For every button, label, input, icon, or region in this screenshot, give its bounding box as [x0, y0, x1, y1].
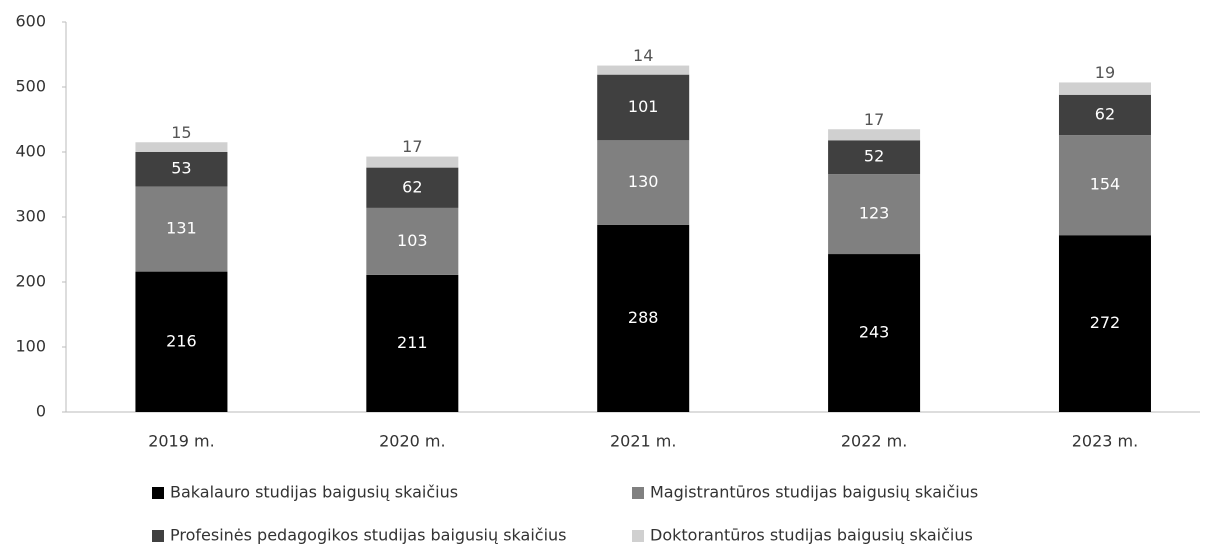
bar-segment: [828, 254, 921, 412]
data-label: 101: [628, 97, 659, 116]
y-tick-label: 400: [15, 142, 46, 161]
data-label: 19: [1095, 63, 1115, 82]
data-label: 288: [628, 308, 659, 327]
x-tick-label: 2019 m.: [148, 432, 214, 451]
bar-segment: [366, 156, 459, 168]
y-tick-label: 200: [15, 272, 46, 291]
data-label: 62: [1095, 104, 1115, 123]
bar-segment: [597, 140, 690, 225]
bar-segment: [135, 186, 228, 272]
legend-swatch: [152, 530, 164, 542]
bar-segment: [597, 65, 690, 75]
bar-segment: [135, 152, 228, 187]
data-label: 17: [402, 137, 422, 156]
data-label: 154: [1090, 175, 1121, 194]
legend-swatch: [632, 530, 644, 542]
data-label: 130: [628, 172, 659, 191]
bar-segment: [597, 224, 690, 412]
data-label: 15: [171, 123, 191, 142]
data-label: 123: [859, 204, 890, 223]
bar-segment: [597, 74, 690, 141]
data-label: 14: [633, 46, 653, 65]
bar-segment: [366, 167, 459, 208]
x-tick-label: 2020 m.: [379, 432, 445, 451]
bar-segment: [366, 274, 459, 412]
legend-label: Profesinės pedagogikos studijas baigusių…: [170, 526, 566, 545]
data-label: 53: [171, 159, 191, 178]
y-tick-label: 0: [36, 402, 46, 421]
bar-segment: [828, 129, 921, 141]
bar-segment: [828, 174, 921, 255]
bar-segment: [1058, 82, 1151, 95]
legend-label: Doktorantūros studijas baigusių skaičius: [650, 526, 973, 545]
data-label: 272: [1090, 313, 1121, 332]
data-label: 131: [166, 219, 197, 238]
legend-swatch: [152, 487, 164, 499]
x-tick-label: 2022 m.: [841, 432, 907, 451]
bar-segment: [1058, 135, 1151, 236]
data-label: 216: [166, 331, 197, 350]
bar-segment: [1058, 94, 1151, 136]
legend-label: Bakalauro studijas baigusių skaičius: [170, 483, 458, 502]
legend-swatch: [632, 487, 644, 499]
y-tick-label: 600: [15, 12, 46, 31]
data-label: 62: [402, 177, 422, 196]
legend-label: Magistrantūros studijas baigusių skaičiu…: [650, 483, 978, 502]
data-label: 17: [864, 110, 884, 129]
data-label: 52: [864, 147, 884, 166]
bar-segment: [1058, 235, 1151, 412]
x-tick-label: 2021 m.: [610, 432, 676, 451]
data-label: 103: [397, 231, 428, 250]
bar-segment: [135, 142, 228, 152]
bar-segment: [135, 271, 228, 412]
bar-segment: [828, 140, 921, 175]
bar-segment: [366, 207, 459, 275]
y-tick-label: 500: [15, 77, 46, 96]
data-label: 243: [859, 323, 890, 342]
y-tick-label: 100: [15, 337, 46, 356]
data-label: 211: [397, 333, 428, 352]
y-tick-label: 300: [15, 207, 46, 226]
x-tick-label: 2023 m.: [1072, 432, 1138, 451]
